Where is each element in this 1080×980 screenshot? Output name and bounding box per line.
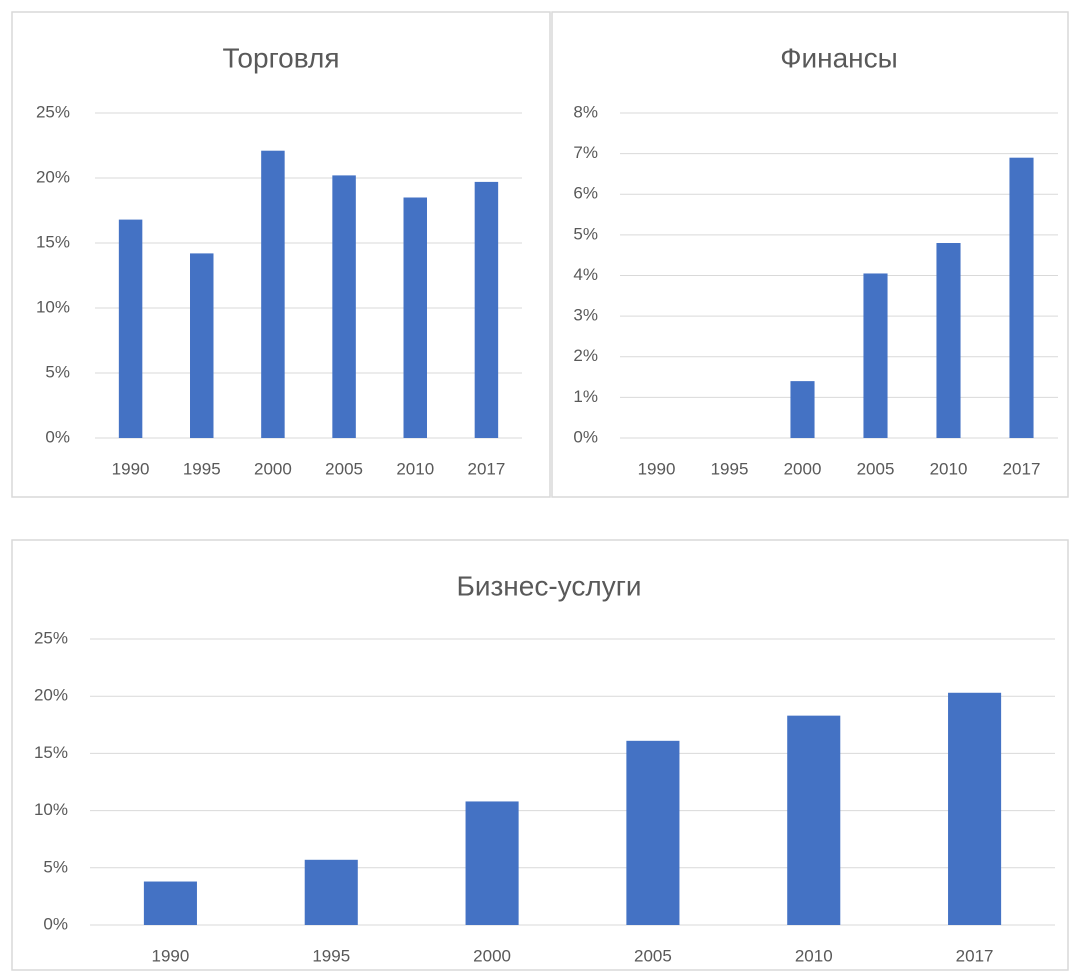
bar [626,740,680,925]
y-tick-label: 5% [43,857,68,876]
x-tick-label: 2017 [956,946,994,965]
x-tick-label: 2005 [325,459,363,478]
y-tick-label: 5% [45,362,70,381]
x-tick-label: 1990 [152,946,190,965]
y-tick-label: 15% [36,232,70,251]
bar [304,859,358,925]
bar [403,197,427,438]
bar [190,253,214,438]
y-tick-label: 4% [573,265,598,284]
y-tick-label: 1% [573,387,598,406]
y-tick-label: 25% [36,102,70,121]
y-tick-label: 0% [45,427,70,446]
y-tick-label: 10% [34,800,68,819]
y-tick-label: 15% [34,743,68,762]
y-tick-label: 8% [573,102,598,121]
y-tick-label: 7% [573,143,598,162]
bar [465,801,519,925]
y-tick-label: 6% [573,184,598,203]
x-tick-label: 2000 [473,946,511,965]
x-tick-label: 1995 [711,459,749,478]
chart-title: Бизнес-услуги [456,570,641,601]
x-tick-label: 2017 [1003,459,1041,478]
bar [143,881,197,925]
y-tick-label: 25% [34,628,68,647]
x-tick-label: 2010 [795,946,833,965]
x-tick-label: 2000 [254,459,292,478]
bar [948,692,1002,925]
y-tick-label: 10% [36,297,70,316]
y-tick-label: 3% [573,306,598,325]
chart-title: Финансы [780,42,898,73]
y-tick-label: 2% [573,346,598,365]
x-tick-label: 2005 [857,459,895,478]
bar [261,150,285,438]
x-tick-label: 2000 [784,459,822,478]
x-tick-label: 2010 [396,459,434,478]
bar [790,381,815,438]
bar [787,715,841,925]
chart-title: Торговля [223,42,340,73]
y-tick-label: 0% [43,914,68,933]
x-tick-label: 2005 [634,946,672,965]
x-tick-label: 1995 [312,946,350,965]
y-tick-label: 20% [36,167,70,186]
x-tick-label: 1990 [638,459,676,478]
bar [1009,157,1034,438]
y-tick-label: 20% [34,686,68,705]
x-tick-label: 2010 [930,459,968,478]
x-tick-label: 1995 [183,459,221,478]
x-tick-label: 2017 [468,459,506,478]
x-tick-label: 1990 [112,459,150,478]
y-tick-label: 0% [573,427,598,446]
bar [936,243,961,438]
bar [474,181,499,438]
y-tick-label: 5% [573,224,598,243]
bar [118,219,143,438]
bar [863,273,888,438]
bar [332,175,356,438]
